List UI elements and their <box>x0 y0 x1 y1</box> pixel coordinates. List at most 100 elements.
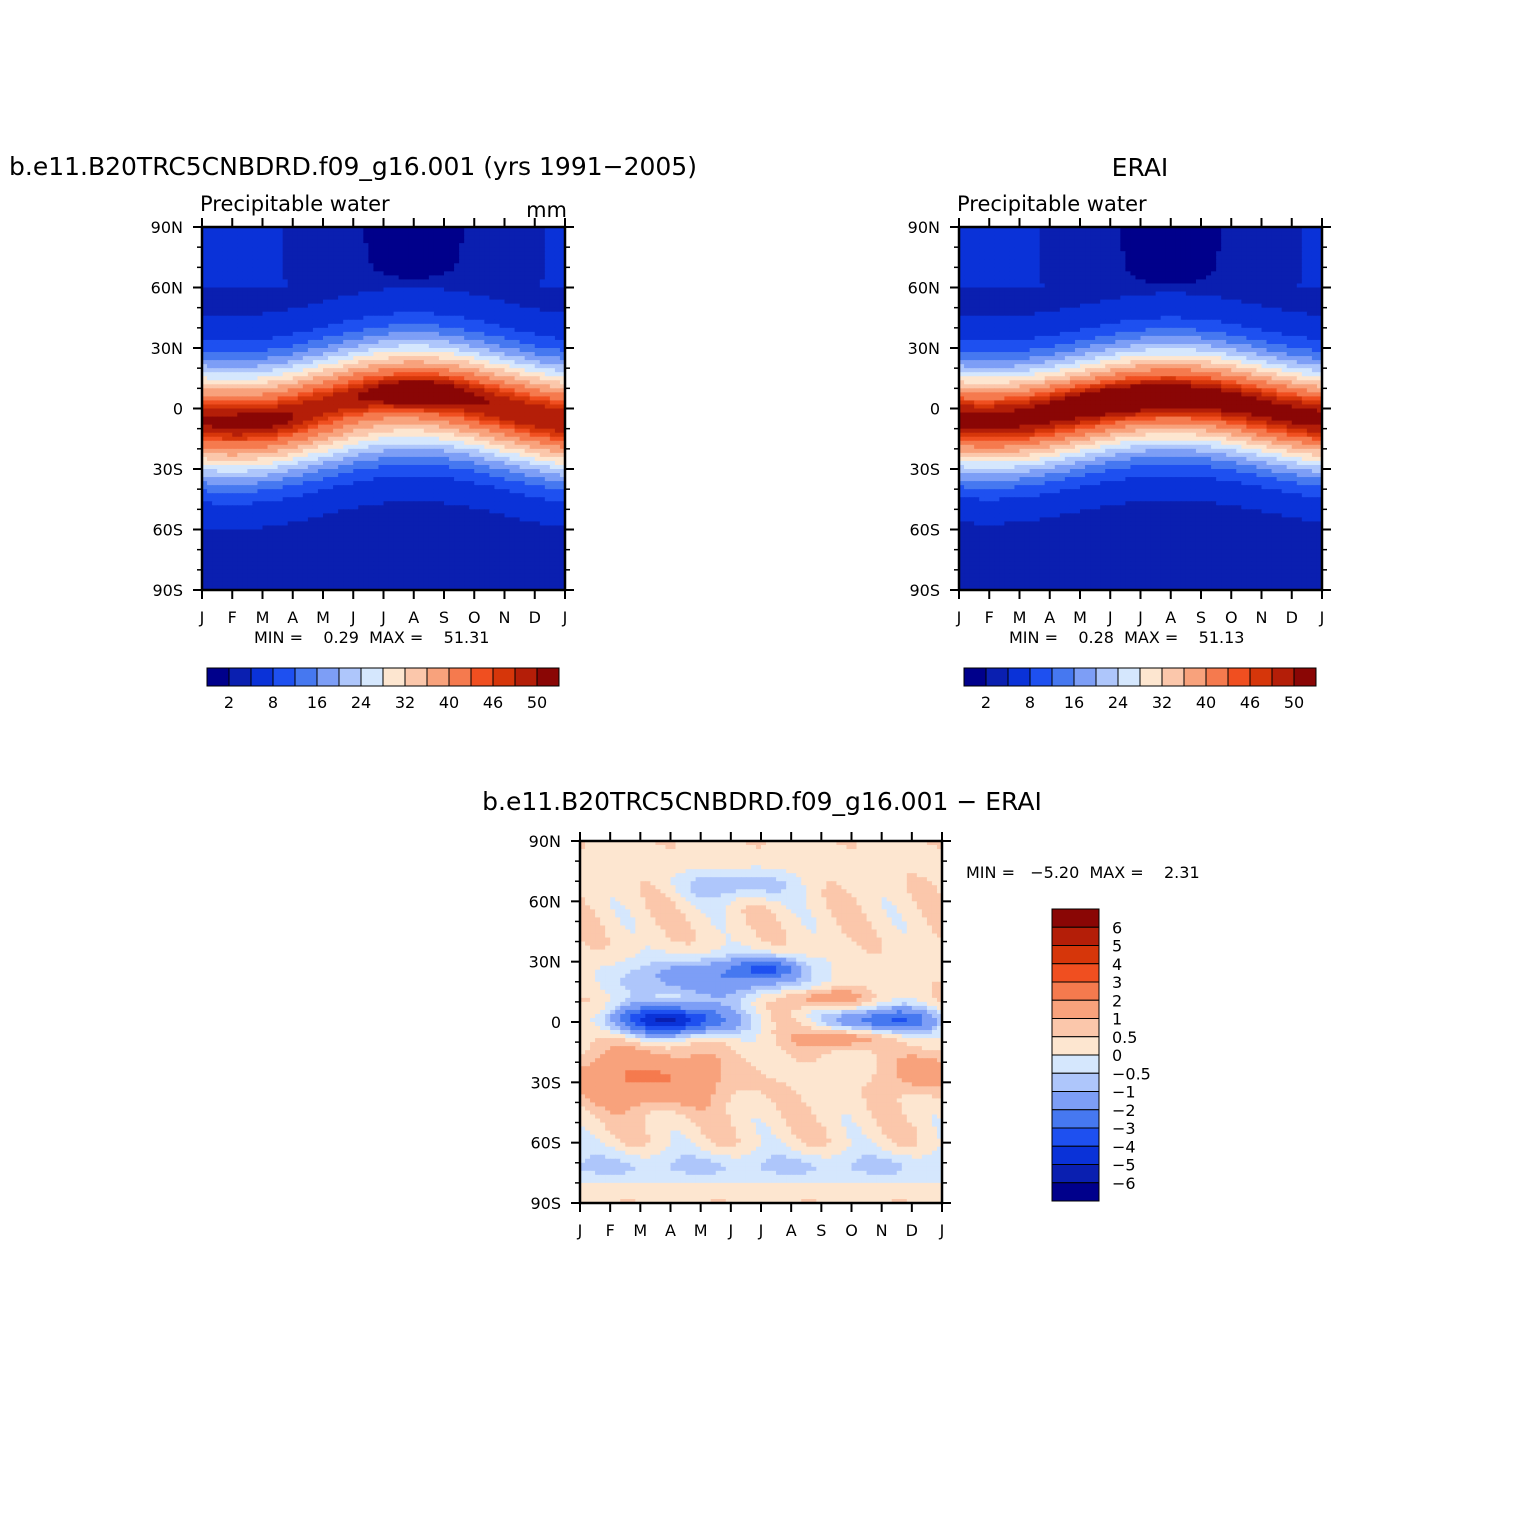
model-colorbar-box <box>448 667 472 687</box>
difference-colorbar-label: 2 <box>1112 991 1122 1010</box>
model-x-tick-label: M <box>256 608 270 627</box>
model-colorbar-box <box>250 667 274 687</box>
erai-colorbar-box <box>1051 667 1075 687</box>
erai-panel-title: ERAI <box>1112 153 1169 182</box>
erai-colorbar-box <box>1029 667 1053 687</box>
erai-colorbar-label: 16 <box>1064 693 1084 712</box>
difference-colorbar-label: 6 <box>1112 918 1122 937</box>
difference-x-tick-label: S <box>816 1221 826 1240</box>
difference-y-tick-label: 0 <box>551 1013 561 1032</box>
model-x-tick-label: M <box>316 608 330 627</box>
model-colorbar-label: 32 <box>395 693 415 712</box>
erai-contour-field <box>959 227 1322 590</box>
model-x-tick-label: J <box>350 608 356 627</box>
difference-colorbar-box <box>1051 999 1100 1019</box>
model-colorbar-box <box>294 667 318 687</box>
model-panel: b.e11.B20TRC5CNBDRD.f09_g16.001 (yrs 199… <box>9 152 697 712</box>
difference-x-tick-label: A <box>665 1221 676 1240</box>
erai-colorbar-box <box>985 667 1009 687</box>
difference-x-tick-label: J <box>939 1221 945 1240</box>
model-y-tick-label: 60N <box>151 279 183 298</box>
model-x-tick-label: S <box>439 608 449 627</box>
difference-colorbar-box <box>1051 1164 1100 1184</box>
model-colorbar-label: 24 <box>351 693 371 712</box>
difference-colorbar-label: 1 <box>1112 1010 1122 1029</box>
model-panel-title: b.e11.B20TRC5CNBDRD.f09_g16.001 (yrs 199… <box>9 152 697 181</box>
model-y-tick-label: 30S <box>152 460 183 479</box>
erai-colorbar-label: 46 <box>1240 693 1260 712</box>
model-x-tick-label: A <box>287 608 298 627</box>
erai-colorbar-box <box>1095 667 1119 687</box>
difference-colorbar-label: 5 <box>1112 937 1122 956</box>
difference-x-tick-label: D <box>906 1221 918 1240</box>
erai-colorbar: 2 8 16 24 32 40 46 50 <box>963 667 1317 712</box>
difference-colorbar-label: 4 <box>1112 955 1122 974</box>
erai-colorbar-box <box>1205 667 1229 687</box>
difference-y-tick-label: 60S <box>530 1134 561 1153</box>
erai-x-tick-label: M <box>1013 608 1027 627</box>
difference-panel: b.e11.B20TRC5CNBDRD.f09_g16.001 − ERAI J… <box>482 787 1199 1240</box>
model-colorbar-label: 2 <box>224 693 234 712</box>
difference-y-tick-label: 90N <box>529 832 561 851</box>
difference-x-tick-label: M <box>633 1221 647 1240</box>
erai-y-tick-label: 90N <box>908 218 940 237</box>
difference-colorbar-box <box>1051 908 1100 928</box>
difference-y-tick-label: 30N <box>529 953 561 972</box>
difference-colorbar-box <box>1051 1036 1100 1056</box>
model-x-tick-label: J <box>199 608 205 627</box>
model-contour-field <box>202 227 565 590</box>
difference-colorbar-label: 0.5 <box>1112 1028 1137 1047</box>
model-colorbar-label: 46 <box>483 693 503 712</box>
difference-x-tick-label: M <box>694 1221 708 1240</box>
model-x-tick-label: A <box>408 608 419 627</box>
erai-colorbar-box <box>1073 667 1097 687</box>
model-y-tick-label: 60S <box>152 521 183 540</box>
model-x-tick-label: N <box>499 608 511 627</box>
model-subtitle: Precipitable water <box>200 192 390 216</box>
model-x-tick-label: D <box>529 608 541 627</box>
difference-colorbar-label: −4 <box>1112 1137 1136 1156</box>
difference-x-tick-label: J <box>577 1221 583 1240</box>
difference-y-tick-label: 30S <box>530 1073 561 1092</box>
model-colorbar-label: 40 <box>439 693 459 712</box>
erai-colorbar-box <box>1271 667 1295 687</box>
model-colorbar-box <box>272 667 296 687</box>
difference-colorbar-label: −2 <box>1112 1101 1136 1120</box>
erai-colorbar-label: 40 <box>1196 693 1216 712</box>
difference-colorbar-label: −6 <box>1112 1174 1136 1193</box>
difference-contour-field <box>580 841 942 1203</box>
model-colorbar-box <box>536 667 560 687</box>
model-colorbar-box <box>338 667 362 687</box>
model-colorbar-box <box>316 667 340 687</box>
model-colorbar-box <box>470 667 494 687</box>
difference-colorbar-box <box>1051 1018 1100 1038</box>
erai-minmax: MIN = 0.28 MAX = 51.13 <box>1009 628 1244 647</box>
model-colorbar: 2 8 16 24 32 40 46 50 <box>206 667 560 712</box>
difference-colorbar-label: −3 <box>1112 1119 1136 1138</box>
difference-colorbar-box <box>1051 1109 1100 1129</box>
erai-colorbar-box <box>1183 667 1207 687</box>
difference-colorbar-box <box>1051 945 1100 965</box>
erai-y-tick-label: 30N <box>908 339 940 358</box>
difference-colorbar-box <box>1051 926 1100 946</box>
difference-minmax: MIN = −5.20 MAX = 2.31 <box>966 863 1200 882</box>
erai-colorbar-box <box>1007 667 1031 687</box>
difference-x-tick-label: J <box>758 1221 764 1240</box>
difference-colorbar-box <box>1051 1072 1100 1092</box>
model-units: mm <box>526 198 567 222</box>
erai-x-tick-label: J <box>1137 608 1143 627</box>
model-y-tick-label: 90N <box>151 218 183 237</box>
erai-subtitle: Precipitable water <box>957 192 1147 216</box>
model-x-tick-label: J <box>562 608 568 627</box>
erai-x-tick-label: J <box>1319 608 1325 627</box>
model-x-tick-label: O <box>468 608 481 627</box>
difference-x-tick-label: A <box>786 1221 797 1240</box>
model-colorbar-box <box>360 667 384 687</box>
erai-x-tick-label: A <box>1165 608 1176 627</box>
erai-colorbar-box <box>1161 667 1185 687</box>
difference-colorbar-label: −1 <box>1112 1083 1136 1102</box>
erai-colorbar-label: 32 <box>1152 693 1172 712</box>
